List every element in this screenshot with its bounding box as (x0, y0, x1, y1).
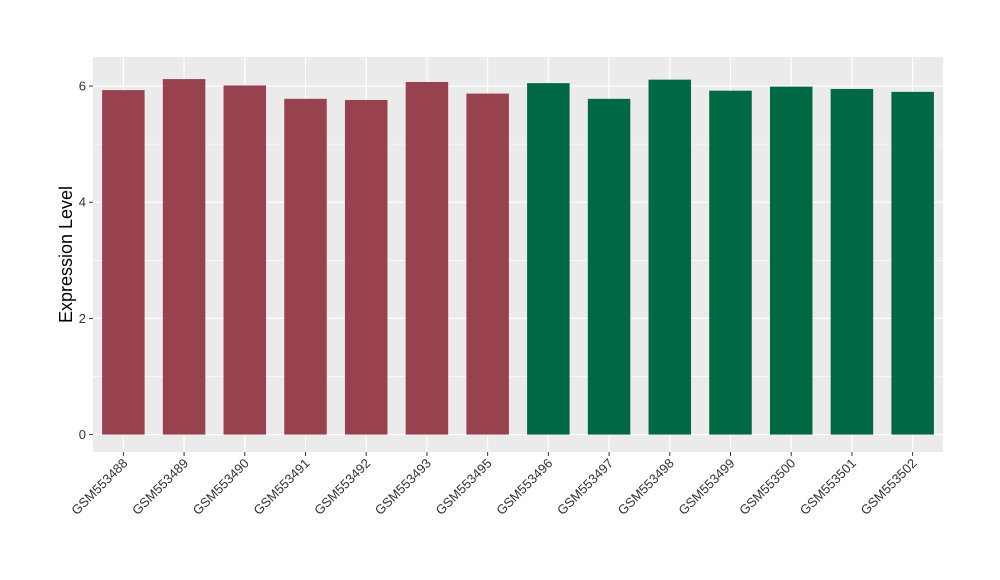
x-tick-label: GSM553490 (190, 456, 252, 518)
x-tick-label: GSM553492 (311, 456, 373, 518)
bar (527, 83, 570, 435)
y-axis: 0 2 4 6 (79, 79, 93, 442)
x-tick-label: GSM553491 (250, 456, 312, 518)
x-tick-label: GSM553495 (433, 456, 495, 518)
x-tick-label: GSM553493 (372, 456, 434, 518)
y-tick-label: 2 (79, 311, 86, 326)
x-tick-label: GSM553498 (615, 456, 677, 518)
bar (223, 85, 267, 435)
x-tick-label: GSM553500 (736, 456, 798, 518)
x-tick-label: GSM553496 (493, 456, 555, 518)
x-tick-label: GSM553488 (68, 456, 130, 518)
bar (162, 79, 206, 435)
y-tick-label: 0 (79, 427, 86, 442)
bar (466, 93, 509, 435)
bar (587, 98, 631, 435)
y-axis-title: Expression Level (56, 186, 76, 323)
bars (102, 79, 934, 435)
bar (102, 90, 145, 435)
plot-panel (93, 57, 943, 452)
x-axis: GSM553488GSM553489GSM553490GSM553491GSM5… (68, 452, 920, 518)
bar (284, 98, 327, 435)
bar (769, 86, 813, 435)
x-tick-label: GSM553489 (129, 456, 191, 518)
x-tick-label: GSM553499 (675, 456, 737, 518)
x-tick-label: GSM553497 (554, 456, 616, 518)
bar (344, 99, 388, 435)
y-tick-label: 4 (79, 195, 86, 210)
bar (709, 90, 752, 435)
bar (891, 91, 934, 435)
bar (648, 79, 692, 435)
x-tick-label: GSM553502 (858, 456, 920, 518)
bar (830, 88, 874, 435)
x-tick-label: GSM553501 (797, 456, 859, 518)
bar (405, 81, 449, 435)
y-tick-label: 6 (79, 79, 86, 94)
